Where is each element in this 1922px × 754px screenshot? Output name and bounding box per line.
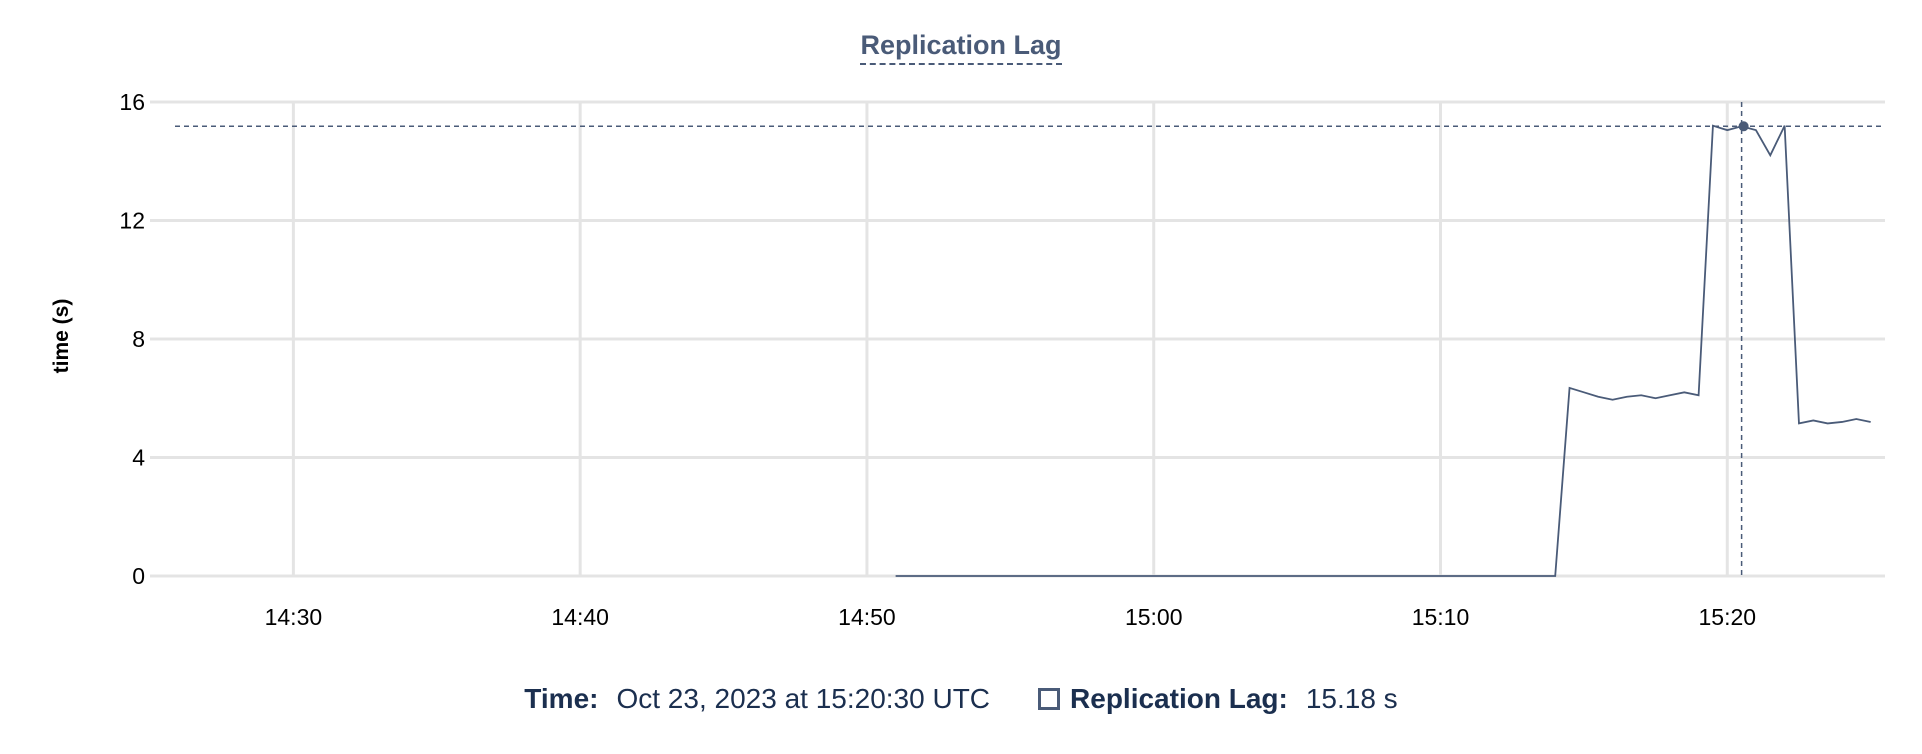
y-tick-label: 8 (132, 326, 145, 352)
series-layer (895, 124, 1871, 577)
x-tick-label: 15:20 (1698, 604, 1756, 630)
legend-time-label: Time: (524, 683, 599, 714)
x-tick-label: 14:30 (265, 604, 323, 630)
y-tick-label: 4 (132, 445, 145, 471)
x-axis-ticks: 14:30 14:40 14:50 15:00 15:10 15:20 (265, 604, 1756, 630)
legend-series-label: Replication Lag: (1070, 683, 1288, 714)
x-tick-label: 15:10 (1412, 604, 1470, 630)
gridlines (150, 100, 1885, 578)
y-tick-label: 16 (119, 89, 145, 115)
y-tick-label: 12 (119, 208, 145, 234)
hover-legend: Time: Oct 23, 2023 at 15:20:30 UTC Repli… (0, 683, 1922, 715)
y-axis-ticks: 0 4 8 12 16 (119, 89, 145, 589)
chart-title[interactable]: Replication Lag (860, 30, 1062, 65)
x-tick-label: 15:00 (1125, 604, 1183, 630)
series-toggle-checkbox[interactable] (1038, 688, 1061, 710)
x-tick-label: 14:40 (551, 604, 609, 630)
legend-time-value: Oct 23, 2023 at 15:20:30 UTC (616, 683, 991, 714)
chart-title-wrapper: Replication Lag (0, 30, 1922, 65)
series-line (895, 124, 1871, 577)
y-tick-label: 0 (132, 563, 145, 589)
legend-series-value: 15.18 s (1305, 683, 1398, 714)
y-axis-label: time (s) (50, 299, 73, 374)
x-tick-label: 14:50 (838, 604, 896, 630)
